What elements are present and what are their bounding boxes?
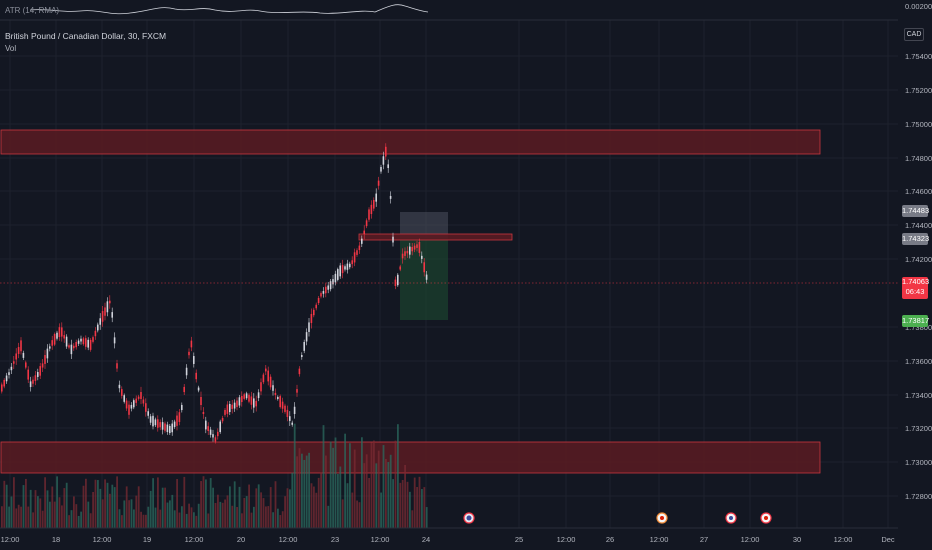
time-tick-label: 12:00 xyxy=(371,535,390,544)
price-tick-label: 1.73800 xyxy=(905,323,932,332)
bar-countdown: 06:43 xyxy=(905,287,925,296)
price-tick-label: 1.75200 xyxy=(905,86,932,95)
time-tick-label: 27 xyxy=(700,535,708,544)
stop-price-badge: 1.73817 xyxy=(902,315,930,327)
resistance-zone[interactable] xyxy=(0,129,821,155)
time-tick-label: Dec xyxy=(881,535,895,544)
price-tick-label: 1.75400 xyxy=(905,52,932,61)
price-tick-label: 1.73200 xyxy=(905,424,932,433)
price-tick-label: 1.74200 xyxy=(905,255,932,264)
atr-axis-value: 0.00200 xyxy=(905,2,932,11)
price-axis[interactable]: 1.75400 1.75200 1.75000 1.74800 1.74600 1.744… xyxy=(905,52,932,501)
time-tick-label: 12:00 xyxy=(93,535,112,544)
candlesticks xyxy=(1,143,428,444)
time-tick-label: 23 xyxy=(331,535,339,544)
time-tick-label: 20 xyxy=(237,535,245,544)
time-tick-label: 19 xyxy=(143,535,151,544)
atr-line xyxy=(29,4,429,15)
atr-pane: 0.00200 xyxy=(0,2,932,21)
event-icons xyxy=(463,512,772,524)
price-tick-label: 1.75000 xyxy=(905,120,932,129)
time-tick-label: 12:00 xyxy=(741,535,760,544)
current-price-badge: 1.74063 06:43 xyxy=(902,277,930,299)
time-tick-label: 12:00 xyxy=(185,535,204,544)
atr-indicator-label[interactable]: ATR (14, RMA) xyxy=(5,6,60,15)
take-profit-price-badge: 1.74483 xyxy=(902,205,930,217)
time-tick-label: 12:00 xyxy=(557,535,576,544)
time-tick-label: 12:00 xyxy=(834,535,853,544)
support-zone[interactable] xyxy=(0,441,821,474)
time-tick-label: 18 xyxy=(52,535,60,544)
price-tick-label: 1.74600 xyxy=(905,187,932,196)
price-tick-label: 1.73400 xyxy=(905,391,932,400)
current-price-value: 1.74063 xyxy=(902,277,930,286)
price-tick-label: 1.73000 xyxy=(905,458,932,467)
symbol-title[interactable]: British Pound / Canadian Dollar, 30, FXC… xyxy=(5,31,167,41)
price-tick-label: 1.73600 xyxy=(905,357,932,366)
time-tick-label: 12:00 xyxy=(1,535,20,544)
time-tick-label: 12:00 xyxy=(279,535,298,544)
entry-price-badge: 1.74323 xyxy=(902,233,930,245)
entry-zone[interactable] xyxy=(358,233,513,241)
time-tick-label: 12:00 xyxy=(650,535,669,544)
price-tick-label: 1.74400 xyxy=(905,221,932,230)
time-axis[interactable]: 12:00 18 12:00 19 12:00 20 12:00 23 12:00 24 25 12:… xyxy=(1,535,895,544)
time-tick-label: 30 xyxy=(793,535,801,544)
time-tick-label: 24 xyxy=(422,535,430,544)
volume-bars xyxy=(1,423,428,528)
price-tick-label: 1.72800 xyxy=(905,492,932,501)
time-tick-label: 25 xyxy=(515,535,523,544)
currency-button[interactable]: CAD xyxy=(904,28,924,41)
price-tick-label: 1.74800 xyxy=(905,154,932,163)
volume-indicator-label[interactable]: Vol xyxy=(5,44,17,53)
time-tick-label: 26 xyxy=(606,535,614,544)
